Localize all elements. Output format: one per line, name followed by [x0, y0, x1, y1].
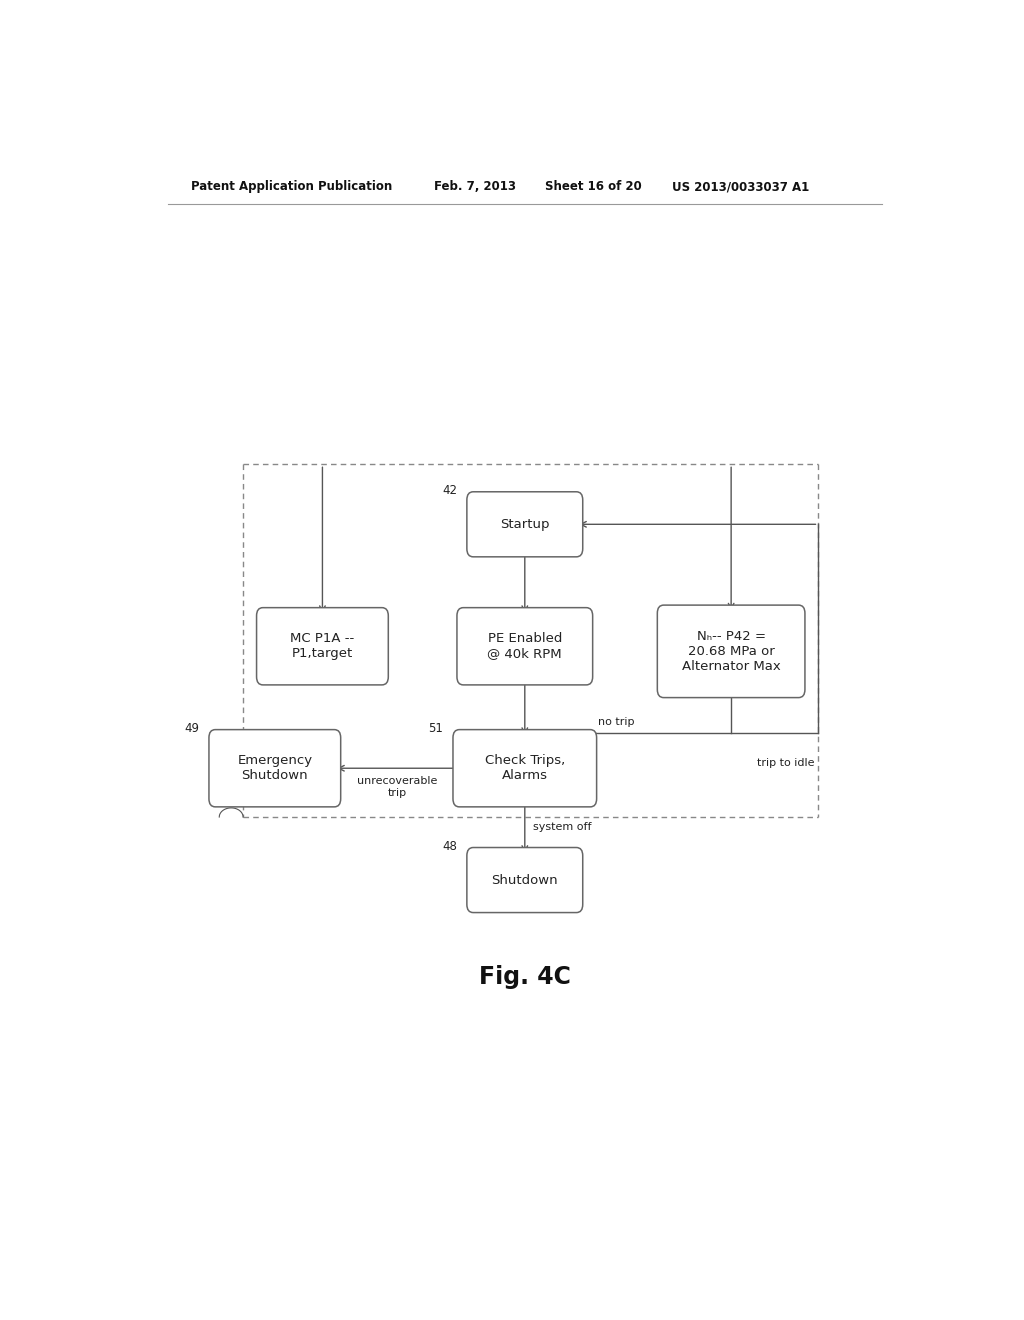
Text: trip to idle: trip to idle: [757, 758, 814, 768]
FancyBboxPatch shape: [209, 730, 341, 807]
FancyBboxPatch shape: [257, 607, 388, 685]
Text: US 2013/0033037 A1: US 2013/0033037 A1: [672, 181, 809, 193]
Text: 48: 48: [442, 840, 458, 853]
FancyBboxPatch shape: [467, 847, 583, 912]
Text: Emergency
Shutdown: Emergency Shutdown: [238, 754, 312, 783]
Text: MC P1A --
P1,target: MC P1A -- P1,target: [291, 632, 354, 660]
Text: Startup: Startup: [500, 517, 550, 531]
Text: Nₕ-- P42 =
20.68 MPa or
Alternator Max: Nₕ-- P42 = 20.68 MPa or Alternator Max: [682, 630, 780, 673]
FancyBboxPatch shape: [453, 730, 597, 807]
FancyBboxPatch shape: [467, 492, 583, 557]
Text: Check Trips,
Alarms: Check Trips, Alarms: [484, 754, 565, 783]
Text: 49: 49: [184, 722, 200, 735]
Text: Patent Application Publication: Patent Application Publication: [191, 181, 393, 193]
Text: Feb. 7, 2013: Feb. 7, 2013: [433, 181, 515, 193]
Text: Fig. 4C: Fig. 4C: [479, 965, 570, 989]
Text: Sheet 16 of 20: Sheet 16 of 20: [545, 181, 641, 193]
FancyBboxPatch shape: [457, 607, 593, 685]
Text: unrecoverable
trip: unrecoverable trip: [356, 776, 437, 799]
Text: 42: 42: [442, 484, 458, 496]
Text: system off: system off: [532, 822, 591, 832]
Text: Shutdown: Shutdown: [492, 874, 558, 887]
FancyBboxPatch shape: [657, 605, 805, 697]
Text: no trip: no trip: [598, 717, 635, 726]
Text: 51: 51: [429, 722, 443, 735]
Text: PE Enabled
@ 40k RPM: PE Enabled @ 40k RPM: [487, 632, 562, 660]
